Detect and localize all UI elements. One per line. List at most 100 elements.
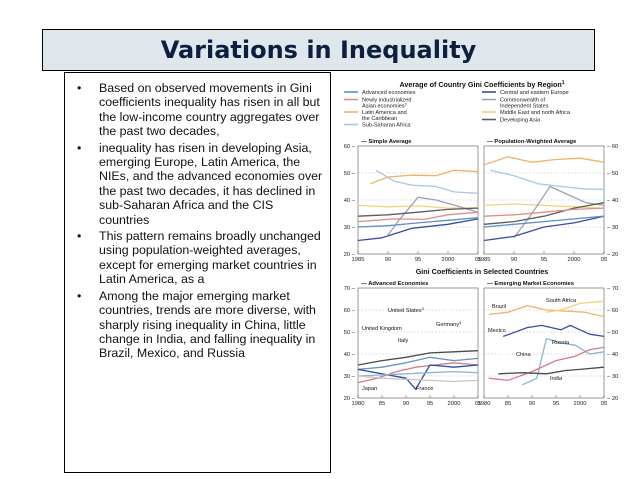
series-line-commonwealth-of-independent-states	[387, 196, 479, 236]
x-tick-label: 90	[529, 401, 535, 407]
series-label-united-states: United States3	[388, 306, 425, 314]
series-line-mexico	[502, 324, 605, 338]
x-tick-label: 2000	[574, 401, 587, 407]
series-label-china: China	[516, 352, 532, 358]
y-tick-label: – 50	[607, 171, 618, 177]
x-tick-label: 1985	[352, 257, 365, 263]
series-line-india	[498, 366, 605, 375]
series-line-latin-america-and-the-caribbean	[369, 169, 479, 185]
series-label-italy: Italy	[398, 338, 408, 344]
legend-label-sub-saharan-africa: Sub-Saharan Africa	[362, 123, 411, 129]
bullet-dot: •	[77, 229, 82, 244]
x-tick-label: 1985	[478, 257, 491, 263]
bullet-dot: •	[77, 140, 82, 155]
legend-label-commonwealth-of-independent-states: Commonwealth of Independent States	[500, 98, 549, 110]
series-line-sub-saharan-africa	[489, 169, 604, 190]
series-line-united-states	[357, 350, 479, 366]
series-line-developing-asia	[357, 207, 479, 217]
chart-panel-emerging-market-economies: — Emerging Market Economies – 20 – 30 – 40 –…	[478, 281, 619, 407]
y-tick-label: – 30	[607, 225, 618, 231]
y-tick-label: 50 –	[344, 330, 356, 336]
series-line-developing-asia	[483, 202, 605, 225]
series-label-japan: Japan	[362, 386, 377, 392]
plot-frame	[357, 287, 479, 399]
y-tick-label: – 40	[607, 198, 618, 204]
y-tick-label: 50 –	[344, 171, 356, 177]
y-tick-label: 60 –	[344, 308, 356, 314]
series-line-central-and-eastern-europe	[357, 218, 479, 242]
panel-title: — Simple Average	[361, 139, 412, 145]
legend-label-latin-america-and-the-caribbean: Latin America and the Caribbean	[362, 110, 407, 122]
y-tick-label: 30 –	[344, 225, 356, 231]
series-label-south-africa: South Africa	[546, 298, 577, 304]
x-tick-label: 95	[553, 401, 559, 407]
y-tick-label: 40 –	[344, 198, 356, 204]
bullet-dot: •	[77, 81, 82, 95]
x-tick-label: 05	[601, 257, 607, 263]
x-tick-label: 85	[379, 401, 385, 407]
x-tick-label: 95	[541, 257, 547, 263]
chart-panel-advanced-economies: — Advanced Economies 20 – 30 – 40 – 50 – 60 –…	[344, 281, 482, 407]
series-line-south-africa	[546, 300, 605, 313]
series-label-germany: Germany4	[436, 320, 462, 328]
series-line-central-and-eastern-europe	[483, 215, 605, 242]
series-label-russia: Russia	[552, 340, 570, 346]
y-tick-label: 70 –	[344, 286, 356, 292]
y-tick-label: – 30	[607, 374, 618, 380]
x-tick-label: 90	[385, 257, 391, 263]
y-tick-label: – 20	[607, 396, 618, 402]
x-tick-label: 2000	[442, 257, 455, 263]
bullet-text: Based on observed movements in Gini coef…	[99, 81, 320, 139]
series-line-italy	[357, 364, 479, 390]
legend: Advanced economies Newly industrialized As…	[344, 90, 571, 129]
legend-label-middle-east-and-north-africa: Middle East and north Africa	[500, 110, 571, 116]
series-line-russia	[522, 337, 605, 386]
bullet-text: Among the major emerging market countrie…	[99, 288, 316, 361]
series-line-sub-saharan-africa	[375, 169, 479, 194]
series-line-newly-industrialized-asian-economies	[483, 207, 605, 217]
chart-panel-simple-average: — Simple Average 20 – 30 – 40 – 50 – 60 – 1985…	[344, 139, 482, 263]
y-tick-label: 20 –	[344, 396, 356, 402]
slide-title: Variations in Inequality	[160, 36, 477, 64]
legend-label-advanced-economies: Advanced economies	[362, 90, 416, 96]
y-tick-label: 30 –	[344, 374, 356, 380]
y-tick-label: – 60	[607, 144, 618, 150]
figure-svg: Average of Country Gini Coefficients by …	[344, 80, 619, 407]
figure-panel: Average of Country Gini Coefficients by …	[340, 78, 624, 458]
bullet-item: • Among the major emerging market countri…	[65, 289, 324, 361]
y-tick-label: – 40	[607, 352, 618, 358]
figure-middle-title: Gini Coefficients in Selected Countries	[416, 267, 549, 276]
legend-label-newly-industrialized-asian-economies: Newly industrialized Asian economies2	[362, 98, 411, 110]
x-tick-label: 85	[505, 401, 511, 407]
plot-frame	[483, 287, 605, 399]
series-label-france: France	[416, 386, 433, 392]
y-tick-label: – 20	[607, 252, 618, 258]
series-line-france	[357, 375, 479, 383]
series-line-brazil	[488, 304, 605, 318]
bullet-item: • This pattern remains broadly unchanged …	[65, 229, 324, 287]
y-tick-label: 40 –	[344, 352, 356, 358]
series-line-advanced-economies	[357, 216, 479, 228]
y-tick-label: – 50	[607, 330, 618, 336]
x-tick-label: 1980	[352, 401, 365, 407]
figure-top-title: Average of Country Gini Coefficients by …	[399, 80, 564, 89]
y-tick-label: 20 –	[344, 252, 356, 258]
series-line-commonwealth-of-independent-states	[513, 185, 605, 239]
series-line-latin-america-and-the-caribbean	[483, 156, 605, 166]
legend-label-central-and-eastern-europe: Central and eastern Europe	[500, 90, 569, 96]
series-label-united-kingdom: United Kingdom	[362, 326, 402, 332]
chart-panels: — Simple Average 20 – 30 – 40 – 50 – 60 – 1985…	[344, 139, 619, 407]
x-tick-label: 95	[427, 401, 433, 407]
series-line-middle-east-and-north-africa	[357, 204, 479, 209]
series-line-newly-industrialized-asian-economies	[357, 211, 479, 223]
y-tick-label: 60 –	[344, 144, 356, 150]
bullet-item: • Based on observed movements in Gini coe…	[65, 81, 324, 139]
series-line-germany	[357, 356, 479, 371]
x-tick-label: 90	[511, 257, 517, 263]
x-tick-label: 05	[475, 257, 481, 263]
series-label-mexico: Mexico	[488, 328, 506, 334]
series-line-advanced-economies	[483, 215, 605, 228]
series-line-china	[488, 346, 605, 382]
legend-label-developing-asia: Developing Asia	[500, 118, 541, 124]
x-tick-label: 2000	[568, 257, 581, 263]
